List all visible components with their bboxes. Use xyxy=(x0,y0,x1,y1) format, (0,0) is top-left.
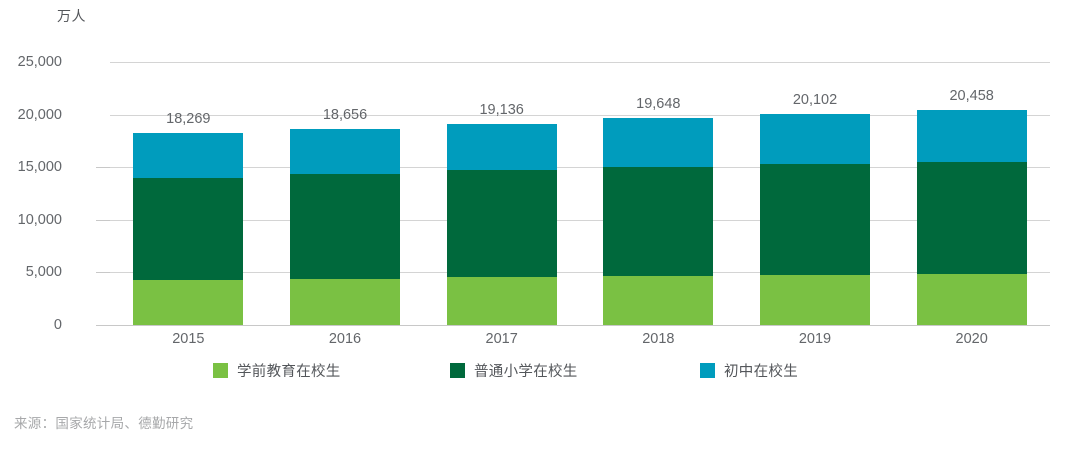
y-axis-unit-label: 万人 xyxy=(57,8,86,24)
x-axis-tick-labels: 2015 2016 2017 2018 2019 2020 xyxy=(110,331,1050,355)
legend-item[interactable]: 学前教育在校生 xyxy=(213,360,341,381)
bar-total-label: 19,648 xyxy=(636,96,681,113)
bar-segment[interactable] xyxy=(603,167,714,277)
legend-swatch-icon xyxy=(450,363,465,378)
x-tick-label-2016: 2016 xyxy=(328,331,362,347)
bar-total-label: 18,656 xyxy=(322,106,368,123)
bar-segment[interactable] xyxy=(290,174,400,279)
bar-segment[interactable] xyxy=(133,132,244,179)
bar-segment[interactable] xyxy=(916,161,1027,275)
bar-segment[interactable] xyxy=(760,275,870,325)
bar-segment[interactable] xyxy=(760,113,870,165)
bar-segment[interactable] xyxy=(446,276,557,325)
legend-item[interactable]: 初中在校生 xyxy=(700,360,798,381)
x-axis-baseline xyxy=(96,325,1050,326)
gridline-full-5000 xyxy=(110,272,1050,274)
bar-group[interactable]: 20,458 xyxy=(916,62,1027,325)
bar-segment[interactable] xyxy=(133,178,244,281)
bar-stack xyxy=(603,118,714,325)
bar-total-label: 20,102 xyxy=(792,91,838,108)
gridline-25000 xyxy=(110,62,1050,63)
bar-total-label: 20,458 xyxy=(949,87,994,104)
gridline-full-10000 xyxy=(110,219,1050,221)
legend-swatch-icon xyxy=(700,363,715,378)
legend-label: 学前教育在校生 xyxy=(237,364,341,380)
bar-group[interactable]: 19,648 xyxy=(603,62,714,325)
legend-swatch-icon xyxy=(213,363,228,378)
gridline-10000 xyxy=(96,219,110,221)
gridline-5000 xyxy=(96,272,110,274)
x-tick-label-2019: 2019 xyxy=(798,331,832,347)
gridline-20000 xyxy=(110,114,1050,116)
bar-stack xyxy=(133,132,244,325)
bar-group[interactable]: 20,102 xyxy=(760,62,870,325)
source-note: 来源：国家统计局、德勤研究 xyxy=(14,416,194,431)
bar-segment[interactable] xyxy=(446,123,557,171)
legend-label: 初中在校生 xyxy=(724,364,798,380)
bar-stack xyxy=(290,128,400,325)
y-tick-label: 0 xyxy=(53,317,62,333)
bar-total-label: 18,269 xyxy=(166,110,211,127)
bar-stack xyxy=(446,123,557,325)
y-tick-label: 25,000 xyxy=(17,54,62,70)
x-tick-label-2017: 2017 xyxy=(485,331,518,347)
gridline-full-15000 xyxy=(110,167,1050,169)
bar-segment[interactable] xyxy=(603,276,714,325)
bar-segment[interactable] xyxy=(603,118,714,168)
bar-segment[interactable] xyxy=(916,109,1027,162)
chart-legend: 学前教育在校生 普通小学在校生 初中在校生 xyxy=(0,360,1080,384)
y-tick-label: 20,000 xyxy=(17,106,62,123)
legend-item[interactable]: 普通小学在校生 xyxy=(450,360,578,381)
bar-segment[interactable] xyxy=(290,278,400,325)
bar-segment[interactable] xyxy=(760,164,870,276)
y-tick-label: 5,000 xyxy=(25,264,62,281)
y-tick-label: 15,000 xyxy=(17,159,62,176)
x-tick-label-2018: 2018 xyxy=(642,331,675,347)
bar-segment[interactable] xyxy=(446,170,557,277)
bar-segment[interactable] xyxy=(133,280,244,325)
legend-label: 普通小学在校生 xyxy=(474,364,578,380)
bar-group[interactable]: 19,136 xyxy=(446,62,557,325)
gridline-15000 xyxy=(96,167,110,169)
bar-stack xyxy=(760,113,870,325)
bar-segment[interactable] xyxy=(290,128,400,175)
bar-segment[interactable] xyxy=(916,274,1027,325)
bar-stack xyxy=(916,109,1027,325)
bars-layer: 18,269 18,656 19,136 19,648 20,102 20,458 xyxy=(110,62,1050,325)
bar-group[interactable]: 18,656 xyxy=(290,62,400,325)
x-tick-label-2020: 2020 xyxy=(955,331,988,347)
bar-group[interactable]: 18,269 xyxy=(133,62,244,325)
plot-area xyxy=(96,62,1050,326)
y-tick-label: 10,000 xyxy=(17,211,62,228)
bar-total-label: 19,136 xyxy=(479,101,524,118)
x-tick-label-2015: 2015 xyxy=(172,331,205,347)
